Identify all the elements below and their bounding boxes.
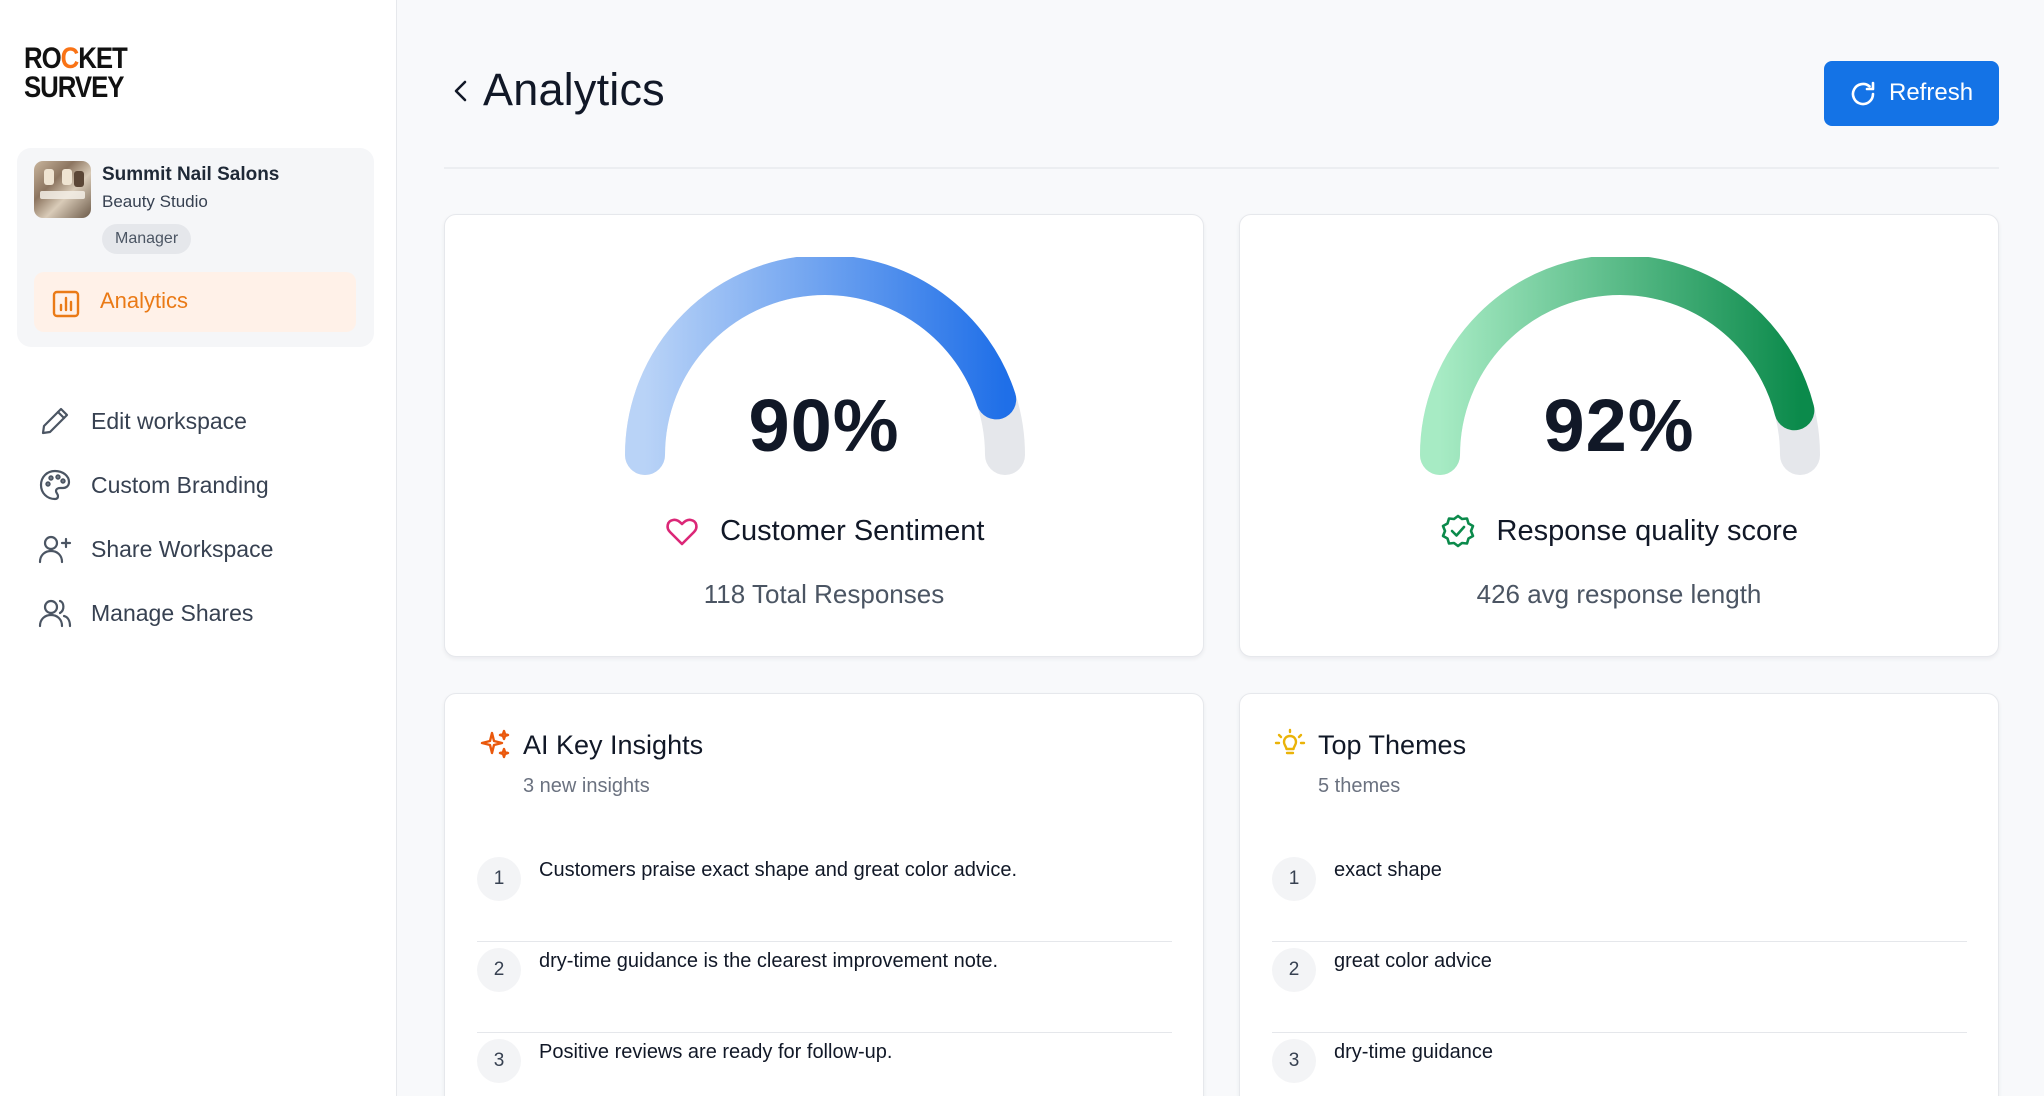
theme-item: 2 great color advice [1272,942,1967,1033]
header-divider [444,167,1999,169]
sidebar-item-manage-shares[interactable]: Manage Shares [38,582,368,646]
sparkles-icon [480,729,510,759]
workspace-type: Beauty Studio [102,192,208,211]
item-text: dry-time guidance is the clearest improv… [539,950,999,972]
workspace-name: Summit Nail Salons [102,164,280,185]
pencil-icon [41,407,69,435]
sidebar-nav: Edit workspace Custom Branding [38,390,368,646]
sidebar-item-label: Share Workspace [91,536,274,562]
users-icon [38,599,72,628]
item-number: 1 [477,857,521,901]
gauge-value: 90% [748,384,900,467]
card-title: AI Key Insights [523,730,704,760]
sidebar-item-label: Analytics [100,288,189,313]
item-text: Positive reviews are ready for follow-up… [539,1041,893,1063]
heart-icon [665,518,698,546]
bar-chart-icon [52,290,80,318]
sidebar-item-edit-workspace[interactable]: Edit workspace [38,390,368,454]
sidebar-item-analytics[interactable]: Analytics [34,272,356,332]
gauge-fill [1420,257,1820,475]
sidebar-item-custom-branding[interactable]: Custom Branding [38,454,368,518]
refresh-button[interactable]: Refresh [1824,61,1999,126]
badge-check-icon [1441,514,1475,548]
item-number: 1 [1272,857,1316,901]
workspace-card: Summit Nail Salons Beauty Studio Manager… [17,148,374,347]
gauge-title: Customer Sentiment [720,514,985,547]
theme-item: 1 exact shape [1272,851,1967,942]
lightbulb-icon [1274,728,1306,755]
insight-item: 3 Positive reviews are ready for follow-… [477,1033,1172,1096]
refresh-label: Refresh [1889,79,1974,106]
insight-item: 2 dry-time guidance is the clearest impr… [477,942,1172,1033]
sentiment-gauge [625,257,1025,475]
logo-line-2: SURVEY [24,71,124,104]
response-quality-card: 92% Response quality score 426 avg respo… [1239,214,1999,657]
card-title: Top Themes [1318,730,1467,760]
ai-insights-card: AI Key Insights 3 new insights 1 Custome… [444,693,1204,1096]
refresh-icon [1851,81,1875,106]
item-number: 2 [1272,948,1316,992]
top-themes-card: Top Themes 5 themes 1 exact shape 2 grea… [1239,693,1999,1096]
palette-icon [39,469,71,501]
card-subtitle: 3 new insights [523,775,650,797]
theme-item: 3 dry-time guidance [1272,1033,1967,1096]
gauge-title-row: Customer Sentiment [445,513,1203,553]
role-badge: Manager [102,224,192,254]
sidebar-item-label: Custom Branding [91,472,269,498]
item-text: Customers praise exact shape and great c… [539,859,1018,881]
chevron-left-icon[interactable] [448,78,474,104]
logo-line-1: ROCKET [24,42,128,75]
gauge-title-row: Response quality score [1240,513,1998,553]
item-number: 2 [477,948,521,992]
workspace-thumbnail [34,161,91,218]
gauge-fill [625,257,1025,475]
item-text: exact shape [1334,859,1442,881]
page-title: Analytics [483,64,665,115]
gauge-subtitle: 118 Total Responses [703,579,945,609]
sidebar: ROCKET SURVEY Summit Nail Salons Beauty … [0,0,397,1096]
user-plus-icon [38,535,72,564]
item-text: dry-time guidance [1334,1041,1493,1063]
quality-gauge [1420,257,1820,475]
gauge-subtitle: 426 avg response length [1476,579,1762,609]
item-number: 3 [477,1039,521,1083]
insight-item: 1 Customers praise exact shape and great… [477,851,1172,942]
item-text: great color advice [1334,950,1492,972]
rocket-survey-logo[interactable]: ROCKET SURVEY [24,44,154,104]
sidebar-item-label: Edit workspace [91,408,247,434]
sidebar-item-share-workspace[interactable]: Share Workspace [38,518,368,582]
gauge-value: 92% [1543,384,1695,467]
card-subtitle: 5 themes [1318,775,1401,797]
sidebar-item-label: Manage Shares [91,600,254,626]
item-number: 3 [1272,1039,1316,1083]
customer-sentiment-card: 90% Customer Sentiment 118 Total Respons… [444,214,1204,657]
gauge-title: Response quality score [1496,514,1798,547]
